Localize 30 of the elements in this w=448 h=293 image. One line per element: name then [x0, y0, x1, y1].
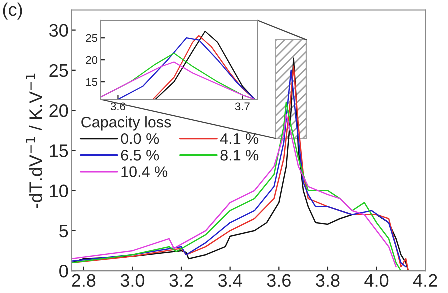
- y-tick-label: 20: [86, 56, 98, 64]
- y-tick-label: 25: [50, 64, 68, 78]
- line-series: [118, 38, 256, 100]
- legend-title: Capacity loss: [82, 116, 172, 131]
- x-tick-label: 4.2: [413, 274, 438, 287]
- x-tick-label: 3.8: [316, 274, 340, 288]
- legend-label: 6.5 %: [121, 150, 160, 161]
- line-series: [100, 62, 256, 100]
- y-tick-label: 5: [60, 225, 68, 238]
- x-tick-label: 3.7: [235, 102, 250, 111]
- chart-title: (c): [3, 2, 22, 20]
- y-axis-title: -dT.dV$^{−1}$ / K.V$^{−1}$: [26, 74, 42, 208]
- y-tick-label: 30: [50, 24, 68, 38]
- x-tick-label: 3.6: [110, 102, 126, 111]
- x-tick-label: 3.0: [120, 274, 145, 288]
- y-tick-label: 15: [50, 144, 68, 158]
- y-tick-label: 15: [86, 78, 98, 86]
- y-tick-label: 10: [50, 184, 68, 198]
- x-tick-label: 3.6: [267, 274, 291, 288]
- legend-label: 8.1 %: [220, 150, 259, 161]
- legend-label: 10.4 %: [122, 166, 168, 178]
- y-tick-label: 20: [50, 104, 68, 118]
- y-tick-label: 0: [60, 264, 68, 278]
- x-tick-label: 2.8: [72, 274, 96, 288]
- legend-label: 4.1 %: [220, 134, 259, 144]
- x-tick-label: 4.0: [364, 274, 389, 288]
- y-tick-label: 25: [86, 34, 98, 42]
- x-tick-label: 3.2: [170, 274, 194, 288]
- x-tick-label: 3.4: [218, 274, 242, 288]
- legend-label: 0.0 %: [121, 133, 160, 144]
